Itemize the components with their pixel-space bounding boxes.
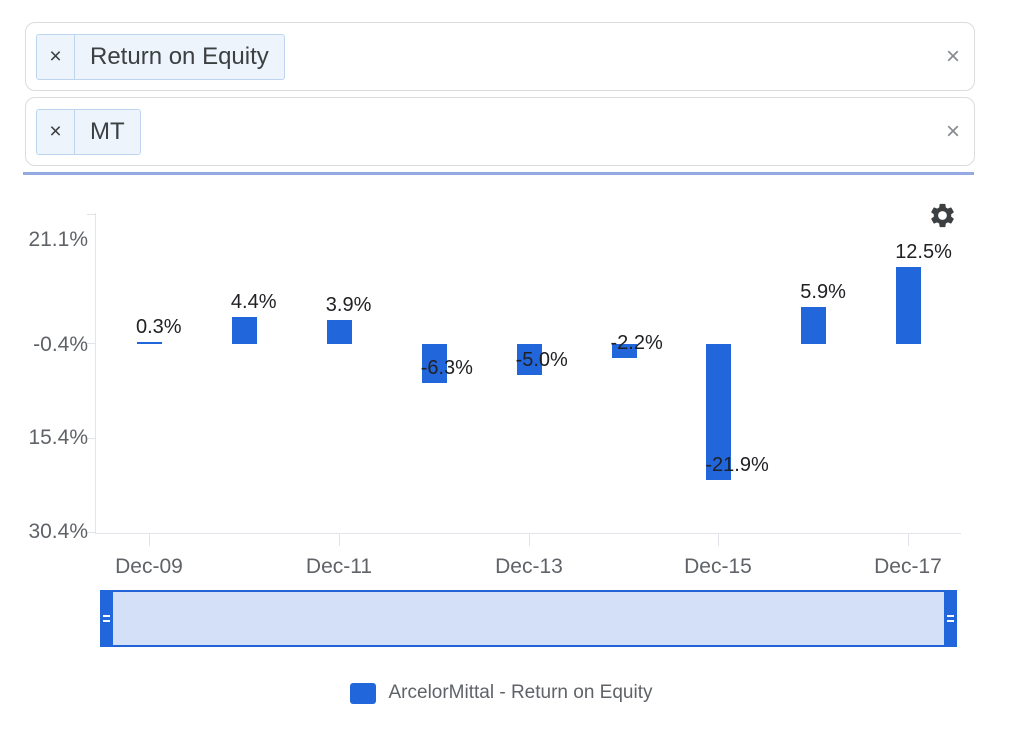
bar[interactable]: [421, 344, 447, 384]
bar[interactable]: [896, 266, 922, 344]
bar-value-label: 3.9%: [325, 293, 372, 316]
y-tick: [87, 214, 95, 215]
bar-value-label: -2.2%: [610, 331, 663, 354]
legend-item[interactable]: ArcelorMittal - Return on Equity: [0, 682, 1013, 704]
x-tick: [718, 533, 719, 546]
legend-label: ArcelorMittal - Return on Equity: [388, 682, 653, 703]
bar[interactable]: [611, 344, 637, 358]
x-tick: [529, 533, 530, 546]
slider-handle-grip-icon: [947, 620, 954, 622]
slider-handle-grip-icon: [103, 615, 110, 617]
y-axis-line: [95, 213, 96, 533]
x-axis-label: Dec-09: [115, 555, 183, 578]
ticker-filter-input[interactable]: × MT ×: [25, 97, 975, 166]
slider-handle-grip-icon: [103, 620, 110, 622]
section-divider: [23, 172, 974, 175]
bar[interactable]: [326, 319, 352, 344]
bar-value-label: 5.9%: [800, 281, 846, 304]
y-tick: [87, 438, 95, 439]
settings-gear-icon[interactable]: [928, 201, 957, 230]
bar-value-label: -6.3%: [420, 357, 473, 380]
x-tick: [339, 533, 340, 546]
y-axis-label: -0.4%: [33, 333, 88, 356]
bar[interactable]: [231, 316, 257, 344]
bar-value-label: 4.4%: [230, 290, 277, 313]
ticker-filter-clear-icon[interactable]: ×: [945, 117, 960, 145]
x-axis-label: Dec-15: [684, 555, 752, 578]
x-axis-label: Dec-11: [305, 555, 373, 578]
metric-chip: × Return on Equity: [36, 34, 285, 80]
x-tick: [908, 533, 909, 546]
bar-value-label: -5.0%: [515, 349, 568, 371]
metric-chip-remove-icon[interactable]: ×: [37, 35, 75, 79]
x-axis-label: Dec-17: [874, 555, 942, 578]
bar-value-label: 12.5%: [895, 240, 952, 263]
y-axis-label: 15.4%: [28, 426, 88, 449]
bar[interactable]: [137, 342, 162, 344]
bar[interactable]: [516, 344, 542, 375]
x-axis-label: Dec-13: [495, 555, 563, 578]
metric-filter-clear-icon[interactable]: ×: [945, 42, 960, 70]
range-slider-right-handle[interactable]: [944, 590, 957, 647]
y-tick: [87, 343, 95, 344]
bar[interactable]: [801, 307, 827, 344]
legend-swatch: [349, 682, 376, 704]
bar-value-label: 0.3%: [136, 316, 182, 338]
x-axis-line: [95, 533, 961, 534]
y-axis-label: 30.4%: [28, 520, 88, 543]
y-axis-label: 21.1%: [28, 228, 88, 251]
slider-handle-grip-icon: [947, 615, 954, 617]
y-tick: [87, 532, 95, 533]
bar-value-label: -21.9%: [705, 453, 769, 476]
ticker-chip: × MT: [36, 109, 141, 155]
x-tick: [149, 533, 150, 546]
range-slider-left-handle[interactable]: [100, 590, 113, 647]
ticker-chip-label: MT: [90, 118, 125, 145]
ticker-chip-remove-icon[interactable]: ×: [37, 110, 75, 154]
metric-chip-label: Return on Equity: [90, 43, 269, 70]
bar[interactable]: [706, 344, 732, 480]
range-slider[interactable]: [100, 590, 957, 647]
metric-filter-input[interactable]: × Return on Equity ×: [25, 22, 975, 91]
